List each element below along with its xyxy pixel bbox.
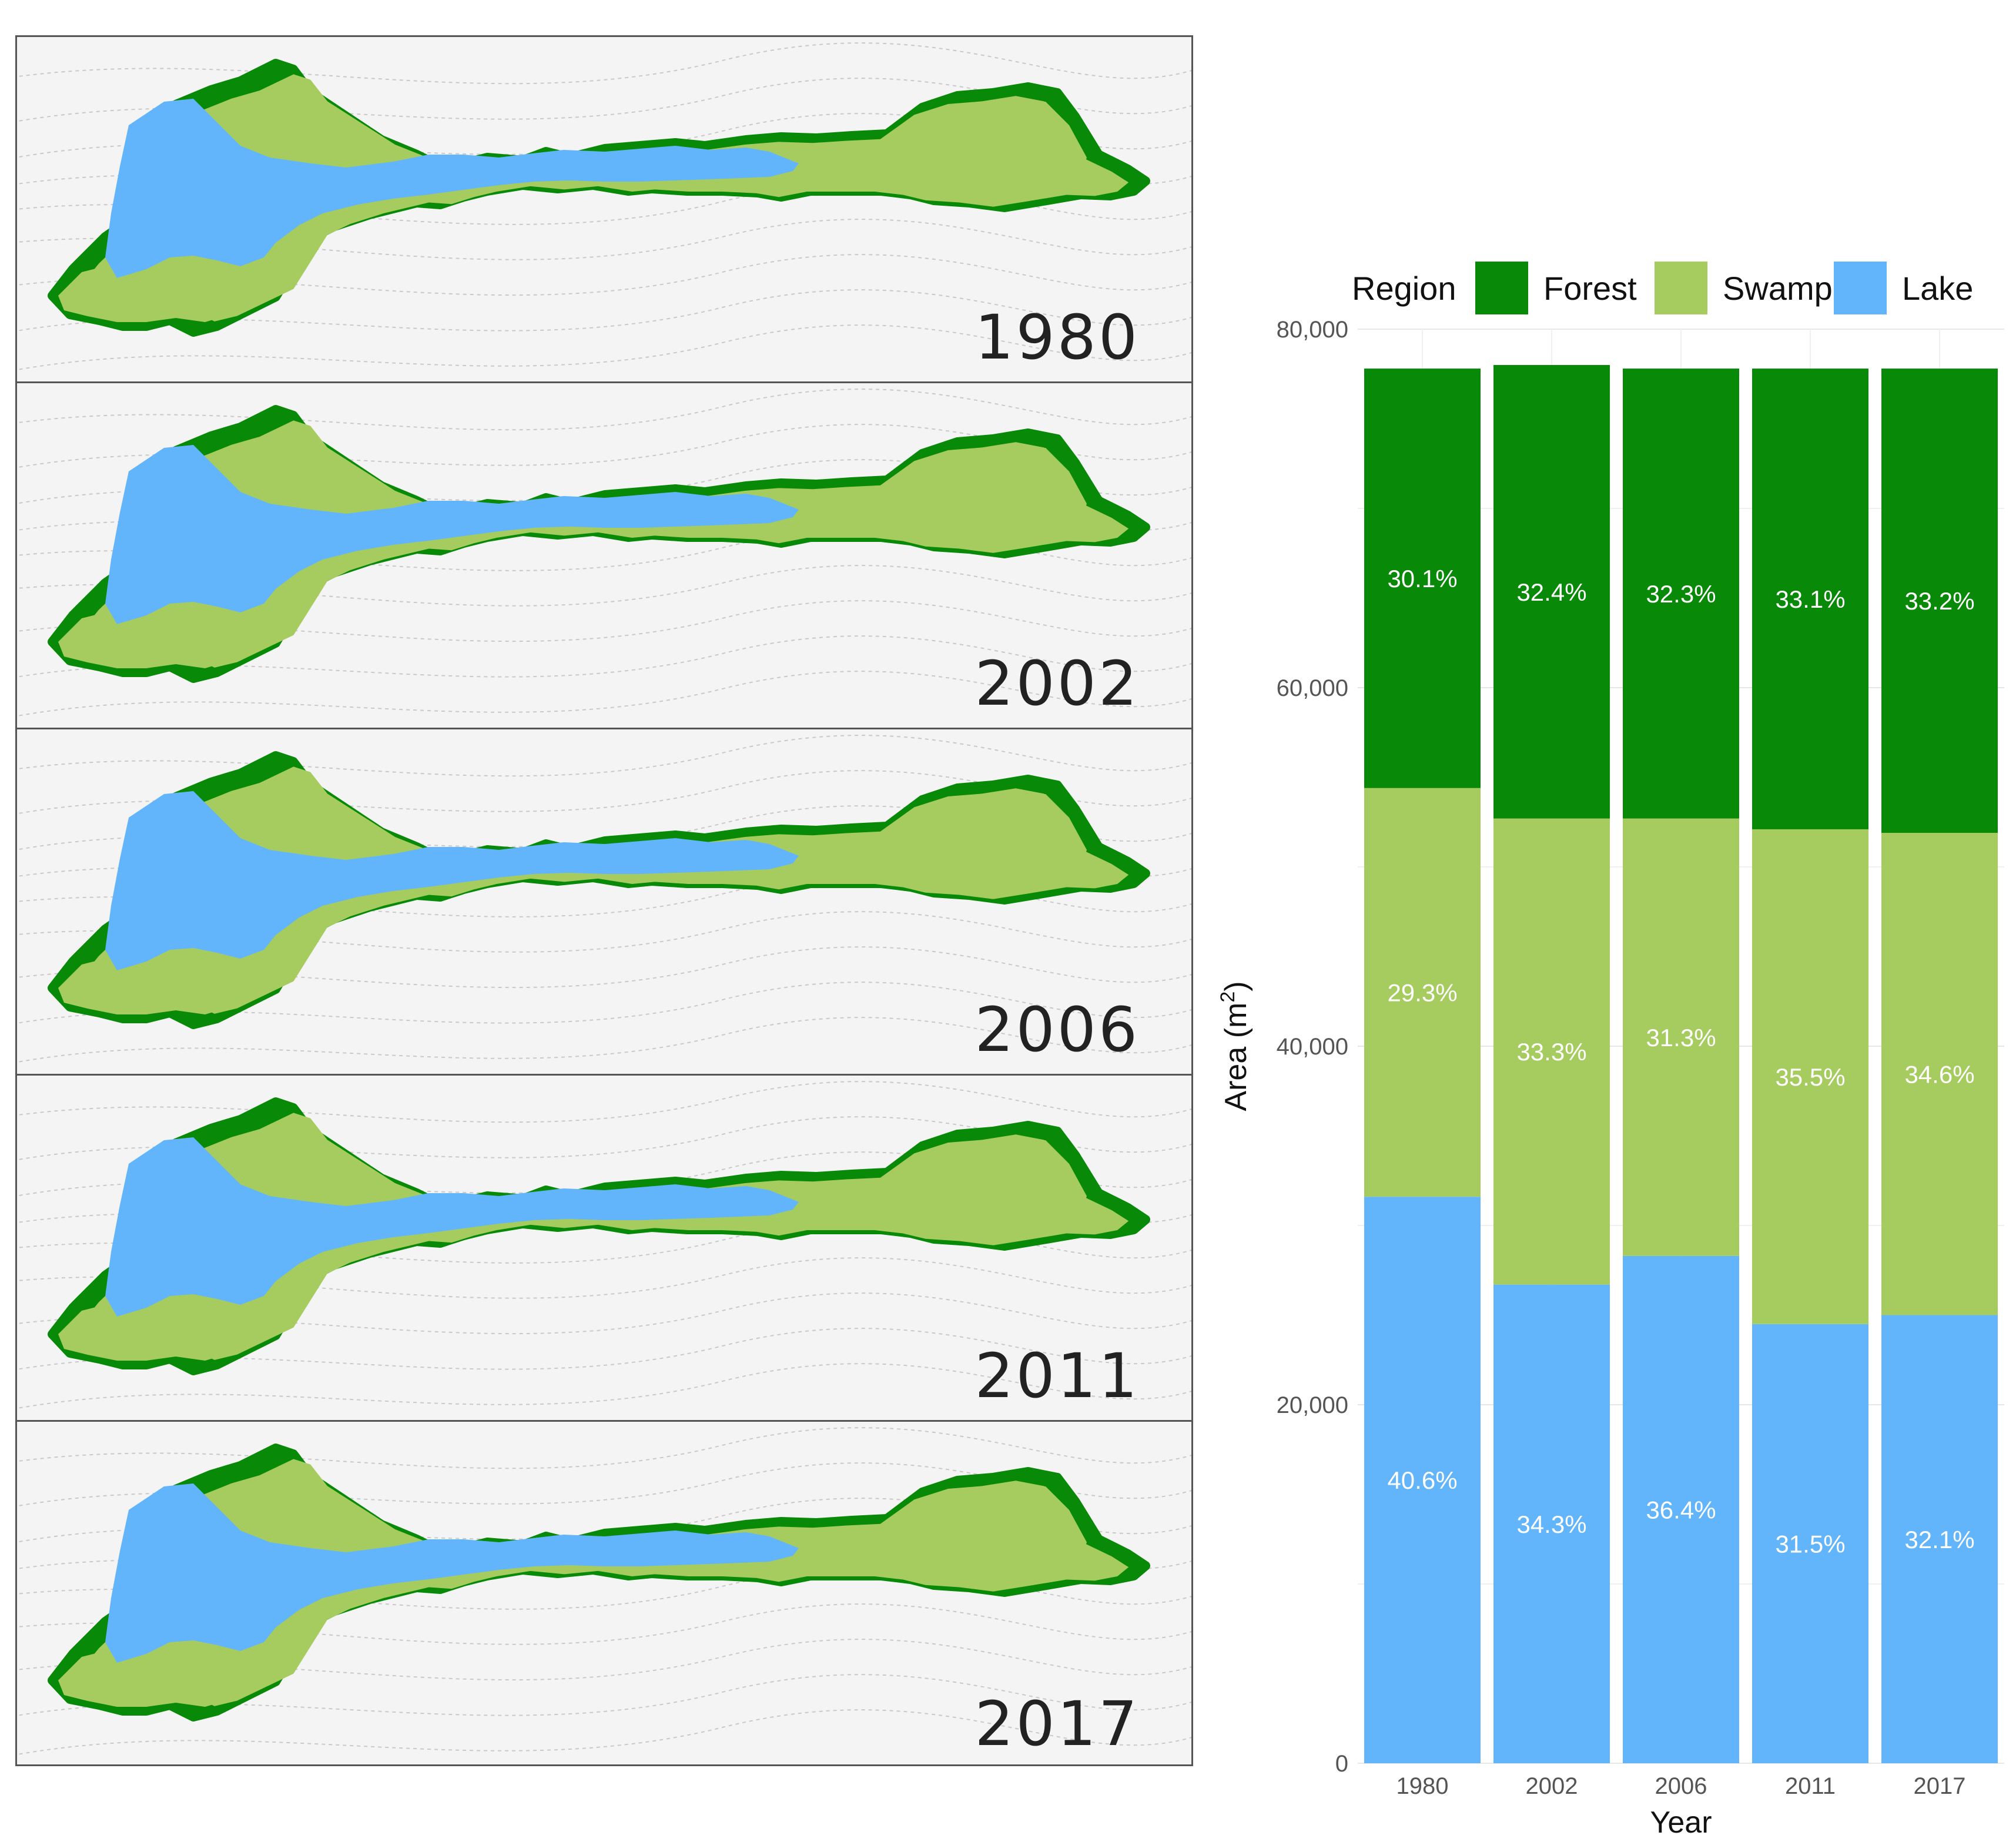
legend-label-swamp: Swamp [1723, 270, 1833, 307]
bar-value-label: 34.3% [1516, 1511, 1586, 1538]
lake-map-1980 [17, 42, 1191, 371]
swamp-area [79, 420, 1129, 668]
contour-line [17, 1427, 1191, 1469]
bar-swamp-1980 [1364, 788, 1481, 1197]
bar-value-label: 40.6% [1387, 1466, 1457, 1494]
map-year-label: 2002 [974, 648, 1140, 719]
y-tick-label: 60,000 [1277, 675, 1348, 701]
bar-lake-2002 [1493, 1284, 1610, 1763]
bar-forest-1980 [1364, 369, 1481, 788]
bar-swamp-2011 [1752, 829, 1868, 1324]
lake-area [105, 99, 799, 278]
contour-line [17, 389, 1191, 431]
lake-area [105, 791, 799, 970]
bar-swamp-2006 [1623, 818, 1739, 1256]
bar-lake-2017 [1881, 1315, 1998, 1763]
bar-value-label: 33.1% [1775, 585, 1845, 613]
bar-lake-1980 [1364, 1197, 1481, 1763]
bar-value-label: 32.3% [1646, 580, 1716, 608]
map-year-label: 2017 [974, 1688, 1140, 1760]
swamp-area [79, 1113, 1129, 1360]
contour-line [17, 735, 1191, 777]
x-tick-label: 2011 [1785, 1773, 1836, 1799]
map-panel-2017: 2017 [17, 1422, 1191, 1768]
contour-line [17, 1081, 1191, 1123]
bar-value-label: 32.1% [1904, 1526, 1974, 1553]
x-tick-label: 2002 [1526, 1773, 1578, 1799]
map-panel-1980: 1980 [17, 37, 1191, 383]
legend-swatch-forest [1475, 262, 1528, 314]
bar-swamp-2002 [1493, 818, 1610, 1285]
contour-line [17, 324, 1191, 371]
y-tick-label: 40,000 [1277, 1034, 1348, 1060]
swamp-area [799, 102, 1087, 185]
swamp-area [799, 1486, 1087, 1570]
x-tick-label: 2006 [1655, 1773, 1707, 1799]
y-axis-title: Area (m2) [1217, 981, 1253, 1111]
contour-line [17, 1017, 1191, 1063]
bar-swamp-2017 [1881, 833, 1998, 1315]
y-tick-label: 0 [1335, 1751, 1348, 1777]
bar-value-label: 34.6% [1904, 1060, 1974, 1088]
lake-area [105, 445, 799, 624]
stacked-bar-chart: 0 20,000 40,000 60,000 80,000 40.6% 29.3% 30.1%… [1211, 223, 2010, 1840]
x-tick-label: 2017 [1914, 1773, 1966, 1799]
map-year-label: 1980 [974, 302, 1140, 373]
bar-forest-2011 [1752, 369, 1868, 829]
bar-forest-2002 [1493, 365, 1610, 819]
lake-map-2002 [17, 389, 1191, 717]
map-year-label: 2006 [974, 994, 1140, 1066]
bar-value-label: 33.2% [1904, 587, 1974, 615]
contour-line [17, 1363, 1191, 1409]
map-panel-2006: 2006 [17, 729, 1191, 1076]
bar-value-label: 32.4% [1516, 578, 1586, 606]
chart-svg: 0 20,000 40,000 60,000 80,000 40.6% 29.3% 30.1%… [1217, 262, 2004, 1840]
bar-forest-2017 [1881, 369, 1998, 833]
legend-label-lake: Lake [1902, 270, 1973, 307]
bar-value-label: 35.5% [1775, 1063, 1845, 1091]
swamp-area [79, 74, 1129, 321]
lake-area [105, 1483, 799, 1663]
map-panel-2002: 2002 [17, 383, 1191, 729]
map-year-label: 2011 [974, 1340, 1140, 1412]
contour-line [17, 1709, 1191, 1756]
legend-title: Region [1352, 270, 1456, 307]
lake-maps-panel: 1980 2002 2006 2011 2017 [15, 35, 1193, 1766]
x-tick-label: 1980 [1397, 1773, 1449, 1799]
bar-value-label: 33.3% [1516, 1038, 1586, 1066]
bar-value-label: 30.1% [1387, 565, 1457, 592]
lake-area [105, 1137, 799, 1317]
bar-value-label: 29.3% [1387, 979, 1457, 1007]
contour-line [17, 671, 1191, 717]
bar-value-label: 36.4% [1646, 1496, 1716, 1523]
lake-map-2017 [17, 1427, 1191, 1756]
swamp-area [799, 448, 1087, 531]
x-axis-title: Year [1650, 1806, 1712, 1840]
bar-forest-2006 [1623, 369, 1739, 819]
bar-lake-2006 [1623, 1255, 1739, 1763]
swamp-area [799, 1140, 1087, 1224]
legend-swatch-lake [1834, 262, 1887, 314]
swamp-area [799, 794, 1087, 878]
bar-lake-2011 [1752, 1324, 1868, 1763]
bar-value-label: 31.3% [1646, 1024, 1716, 1051]
lake-map-2011 [17, 1081, 1191, 1409]
swamp-area [79, 766, 1129, 1014]
swamp-area [79, 1459, 1129, 1706]
map-panel-2011: 2011 [17, 1076, 1191, 1422]
legend-label-forest: Forest [1543, 270, 1637, 307]
contour-line [17, 42, 1191, 85]
y-tick-label: 80,000 [1277, 317, 1348, 343]
y-tick-label: 20,000 [1277, 1392, 1348, 1418]
bar-value-label: 31.5% [1775, 1530, 1845, 1558]
lake-map-2006 [17, 735, 1191, 1063]
legend-swatch-swamp [1655, 262, 1707, 314]
